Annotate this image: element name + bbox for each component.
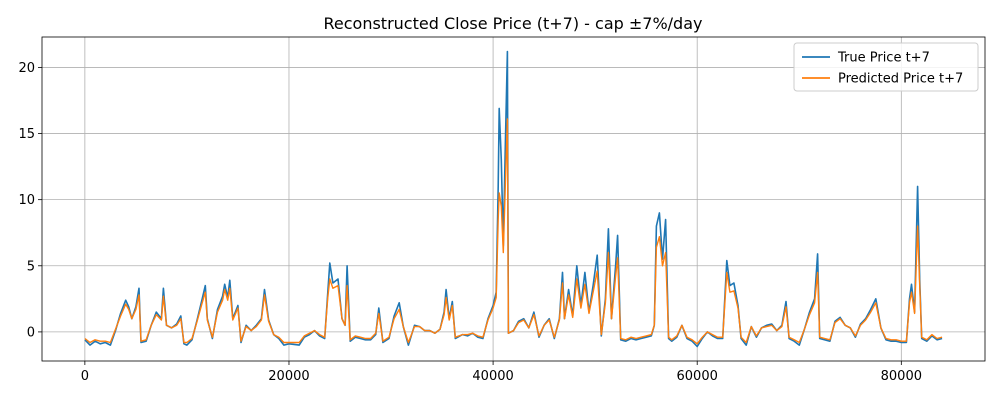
series-line-true-price (84, 50, 943, 348)
y-tick-label: 10 (18, 193, 35, 208)
legend-label: True Price t+7 (837, 51, 930, 66)
x-tick-label: 40000 (472, 369, 513, 384)
x-tick-label: 0 (81, 369, 89, 384)
y-axis: 0 5 10 15 20 (18, 61, 42, 340)
x-tick-label: 20000 (268, 369, 309, 384)
y-tick-label: 5 (27, 259, 35, 274)
y-tick-label: 15 (18, 127, 35, 142)
series-line-predicted-price (84, 118, 943, 345)
legend-box (793, 42, 979, 92)
chart-title: Reconstructed Close Price (t+7) - cap ±7… (324, 14, 703, 33)
y-tick-label: 0 (27, 325, 35, 340)
legend-label: Predicted Price t+7 (838, 72, 963, 87)
x-tick-label: 80000 (881, 369, 922, 384)
x-tick-label: 60000 (677, 369, 718, 384)
series-layer (84, 50, 943, 348)
legend: True Price t+7 Predicted Price t+7 (793, 42, 979, 92)
x-axis: 0 20000 40000 60000 80000 (81, 361, 922, 384)
plot-area-frame (41, 36, 986, 362)
y-tick-label: 20 (18, 61, 35, 76)
